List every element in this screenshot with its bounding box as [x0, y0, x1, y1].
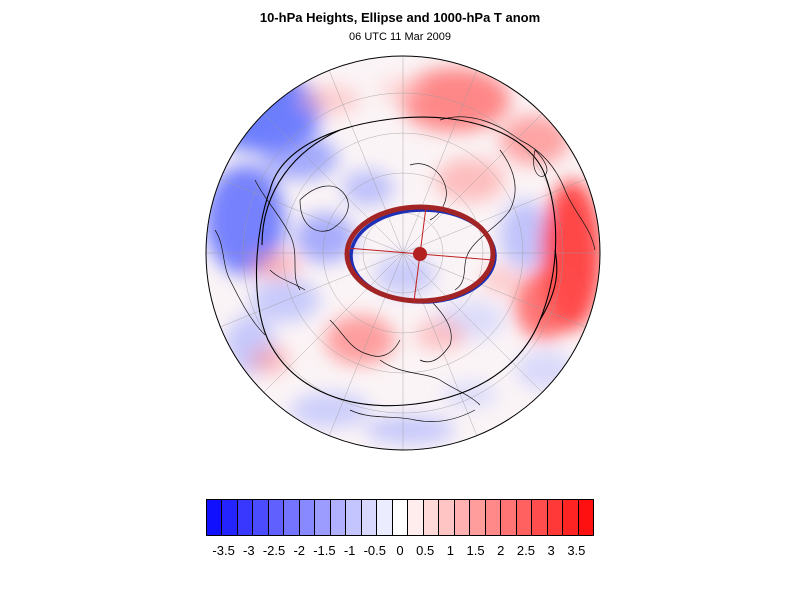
- colorbar-tick-label: -1: [343, 543, 356, 558]
- colorbar-box: [578, 500, 594, 535]
- colorbar-box: [516, 500, 533, 535]
- colorbar-tick-label: 3: [547, 543, 555, 558]
- colorbar-box: [346, 500, 362, 535]
- colorbar-box: [268, 500, 285, 535]
- colorbar-box: [330, 500, 347, 535]
- colorbar-box: [454, 500, 471, 535]
- colorbar-box: [501, 500, 517, 535]
- colorbar-box: [361, 500, 378, 535]
- colorbar-box: [439, 500, 455, 535]
- colorbar-box: [470, 500, 486, 535]
- colorbar-box: [423, 500, 440, 535]
- colorbar-box: [207, 500, 223, 535]
- colorbar-tick-label: -0.5: [363, 543, 386, 558]
- colorbar-tick-label: -2: [293, 543, 305, 558]
- coastlines: [214, 116, 596, 423]
- colorbar-tick-label: 0: [396, 543, 404, 558]
- colorbar-tick-label: 1.5: [466, 543, 485, 558]
- colorbar-box: [284, 500, 300, 535]
- height-contours: [255, 116, 558, 407]
- colorbar-box: [485, 500, 502, 535]
- chart-subtitle: 06 UTC 11 Mar 2009: [349, 31, 451, 43]
- colorbar-tick-label: 0.5: [416, 543, 435, 558]
- colorbar-box: [237, 500, 254, 535]
- colorbar-box: [547, 500, 564, 535]
- colorbar-box: [392, 500, 409, 535]
- vortex-ellipse: [344, 204, 497, 304]
- colorbar-tick-label: 2.5: [516, 543, 536, 558]
- colorbar-labels: -3.5 -3 -2.5 -2 -1.5 -1 -0.5 0 0.5 1 1.5 2 2.5 3 3.5: [206, 543, 594, 561]
- colorbar-tick-label: 1: [446, 543, 454, 558]
- map-border: [205, 55, 601, 451]
- colorbar-box: [222, 500, 238, 535]
- colorbar-box: [315, 500, 331, 535]
- ellipse-center-marker: [413, 247, 427, 261]
- colorbar-tick-label: 3.5: [567, 543, 586, 558]
- colorbar: [206, 499, 594, 536]
- colorbar-box: [253, 500, 269, 535]
- chart-title: 10-hPa Heights, Ellipse and 1000-hPa T a…: [259, 10, 541, 25]
- colorbar-tick-label: 2: [497, 543, 505, 558]
- colorbar-tick-label: -3.5: [212, 543, 235, 558]
- colorbar-tick-label: -3: [243, 543, 255, 558]
- colorbar-box: [299, 500, 316, 535]
- colorbar-tick-label: -2.5: [262, 543, 286, 558]
- colorbar-box: [377, 500, 393, 535]
- colorbar-box: [563, 500, 579, 535]
- colorbar-box: [532, 500, 548, 535]
- colorbar-box: [408, 500, 424, 535]
- colorbar-tick-label: -1.5: [313, 543, 336, 558]
